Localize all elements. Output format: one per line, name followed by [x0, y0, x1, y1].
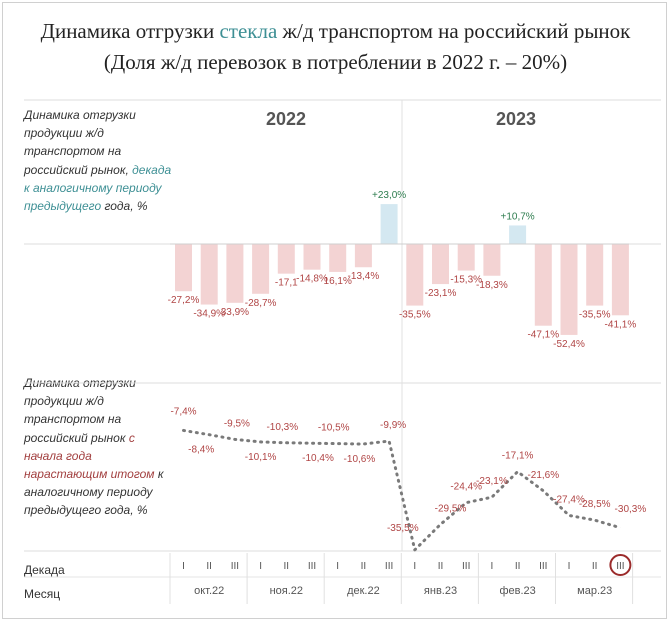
- title-line-1: Динамика отгрузки стекла ж/д транспортом…: [0, 16, 671, 47]
- decade-tick-12: I: [491, 561, 494, 572]
- line-label-12: -23,1%: [476, 476, 508, 487]
- line-label-10: -29,5%: [435, 503, 467, 514]
- year-label-2022: 2022: [266, 109, 306, 129]
- title-text-pre: Динамика отгрузки: [40, 19, 220, 43]
- line-label-5: -10,4%: [302, 453, 334, 464]
- bar-label-7: -13,4%: [348, 271, 380, 282]
- line-label-2: -9,5%: [224, 418, 250, 429]
- bar-16: [586, 244, 604, 306]
- line-label-4: -10,3%: [266, 422, 298, 433]
- title-line-2: (Доля ж/д перевозок в потреблении в 2022…: [103, 50, 568, 74]
- title-text-highlight: стекла: [219, 19, 278, 43]
- top-chart-description: Динамика отгрузки продукции ж/д транспор…: [24, 106, 174, 215]
- decade-tick-15: I: [568, 561, 571, 572]
- line-label-6: -10,5%: [318, 423, 350, 434]
- decade-tick-5: III: [308, 561, 316, 572]
- bar-label-16: -35,5%: [579, 310, 611, 321]
- bar-9: [406, 244, 424, 306]
- decade-tick-0: I: [182, 561, 185, 572]
- decade-row-label: Декада: [24, 563, 65, 577]
- line-label-8: -9,9%: [380, 420, 406, 431]
- month-label-5: мар.23: [577, 585, 612, 597]
- line-label-0: -7,4%: [170, 406, 196, 417]
- cumulative-line: [182, 428, 622, 552]
- line-label-9: -35,5%: [387, 523, 419, 534]
- year-label-2023: 2023: [496, 109, 536, 129]
- title-text-post: ж/д транспортом на российский рынок: [277, 19, 631, 43]
- month-label-3: янв.23: [424, 585, 457, 597]
- bar-0: [175, 244, 192, 292]
- top-desc-part2: декада к аналогичному периоду предыдущег…: [24, 162, 172, 214]
- decade-tick-8: III: [385, 561, 393, 572]
- bottom-desc-part2: с начала года нарастающим итогом: [24, 430, 155, 482]
- top-desc-part3: года, %: [101, 199, 148, 214]
- bar-12: [483, 244, 501, 276]
- bar-label-11: -15,3%: [450, 275, 482, 286]
- bar-5: [303, 244, 321, 270]
- line-label-13: -17,1%: [502, 451, 534, 462]
- bar-label-6: 16,1%: [324, 276, 352, 287]
- decade-tick-6: I: [336, 561, 339, 572]
- bar-13: [509, 225, 527, 244]
- bar-label-3: -28,7%: [245, 298, 277, 309]
- bar-1: [200, 244, 218, 305]
- bar-label-5: -14,8%: [296, 274, 328, 285]
- bar-3: [252, 244, 270, 294]
- bar-label-10: -23,1%: [425, 288, 457, 299]
- line-label-11: -24,4%: [450, 482, 482, 493]
- month-label-2: дек.22: [347, 585, 380, 597]
- line-label-1: -8,4%: [188, 445, 214, 456]
- line-label-17: -30,3%: [615, 504, 647, 515]
- bar-label-14: -47,1%: [527, 330, 559, 341]
- bottom-desc-part3: к аналогичному периоду предыдущего года,…: [24, 467, 164, 518]
- bar-label-2: 33,9%: [221, 307, 249, 318]
- bar-17: [611, 244, 629, 316]
- bar-label-1: -34,9%: [193, 309, 225, 320]
- bar-2: [226, 244, 244, 303]
- bar-14: [534, 244, 552, 326]
- top-desc-part1: Динамика отгрузки продукции ж/д транспор…: [24, 108, 136, 177]
- bar-label-12: -18,3%: [476, 280, 508, 291]
- bar-label-15: -52,4%: [553, 339, 585, 350]
- bar-label-4: -17,1: [275, 278, 298, 289]
- decade-tick-1: II: [206, 561, 212, 572]
- bottom-chart-description: Динамика отгрузки продукции ж/д транспор…: [24, 374, 174, 520]
- decade-tick-16: II: [592, 561, 598, 572]
- bar-label-13: +10,7%: [500, 211, 534, 222]
- bar-15: [560, 244, 578, 335]
- bar-label-8: +23,0%: [372, 190, 406, 201]
- decade-tick-10: II: [438, 561, 444, 572]
- decade-tick-11: III: [462, 561, 470, 572]
- month-row-label: Месяц: [24, 587, 61, 601]
- bar-7: [354, 244, 372, 268]
- bar-11: [457, 244, 475, 271]
- month-label-0: окт.22: [194, 585, 224, 597]
- decade-tick-14: III: [539, 561, 547, 572]
- month-label-1: ноя.22: [270, 585, 303, 597]
- chart-title: Динамика отгрузки стекла ж/д транспортом…: [0, 16, 671, 78]
- bar-label-17: -41,1%: [605, 319, 637, 330]
- decade-tick-9: I: [413, 561, 416, 572]
- line-label-16: -28,5%: [579, 499, 611, 510]
- bar-10: [432, 244, 449, 285]
- decade-tick-13: II: [515, 561, 521, 572]
- bar-6: [329, 244, 347, 272]
- bar-label-0: -27,2%: [168, 295, 200, 306]
- bar-8: [380, 204, 398, 244]
- current-decade-highlight: [609, 554, 632, 576]
- line-label-7: -10,6%: [344, 454, 376, 465]
- decade-tick-4: II: [284, 561, 290, 572]
- line-label-3: -10,1%: [245, 452, 277, 463]
- month-label-4: фев.23: [499, 585, 535, 597]
- line-label-15: -27,4%: [553, 494, 585, 505]
- decade-tick-17: III: [616, 561, 624, 572]
- bar-4: [277, 244, 295, 274]
- decade-tick-3: I: [259, 561, 262, 572]
- bar-label-9: -35,5%: [399, 310, 431, 321]
- decade-tick-2: III: [231, 561, 239, 572]
- decade-tick-7: II: [361, 561, 367, 572]
- line-label-14: -21,6%: [527, 470, 559, 481]
